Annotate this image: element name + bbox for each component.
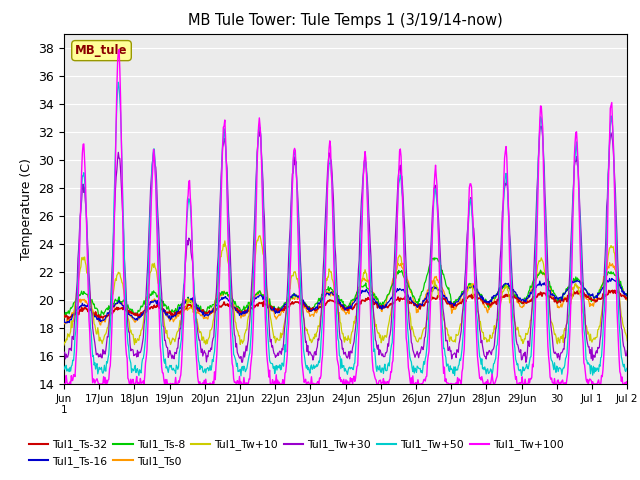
Y-axis label: Temperature (C): Temperature (C): [20, 158, 33, 260]
Legend: Tul1_Ts-32, Tul1_Ts-16, Tul1_Ts-8, Tul1_Ts0, Tul1_Tw+10, Tul1_Tw+30, Tul1_Tw+50,: Tul1_Ts-32, Tul1_Ts-16, Tul1_Ts-8, Tul1_…: [24, 435, 568, 471]
Title: MB Tule Tower: Tule Temps 1 (3/19/14-now): MB Tule Tower: Tule Temps 1 (3/19/14-now…: [188, 13, 503, 28]
Text: MB_tule: MB_tule: [76, 44, 128, 57]
